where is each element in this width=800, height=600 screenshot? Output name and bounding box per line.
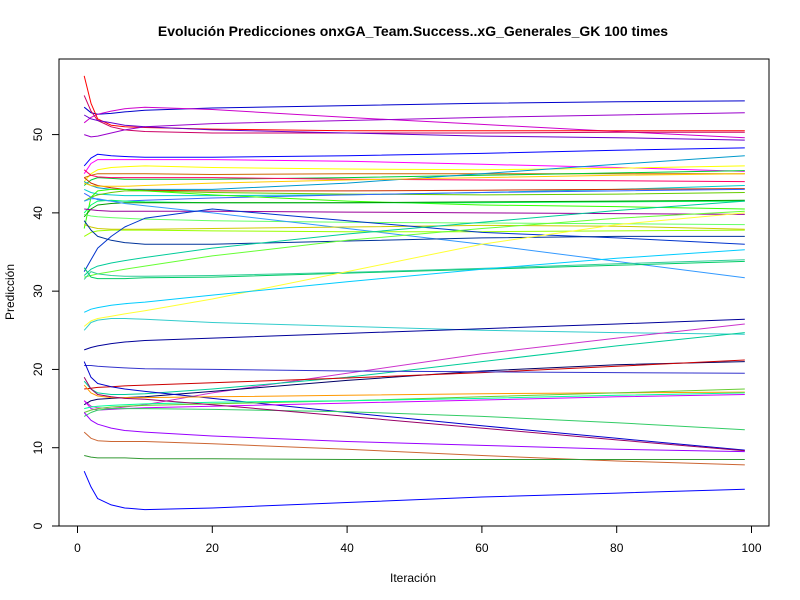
- x-tick-label: 100: [741, 541, 761, 555]
- series-line-46: [84, 392, 745, 410]
- series-line-34: [83, 249, 745, 313]
- y-tick-label: 20: [31, 362, 45, 376]
- series-line-23: [84, 213, 745, 226]
- series-line-37: [83, 323, 745, 410]
- series-line-36: [84, 318, 745, 351]
- series-line-44: [83, 384, 745, 399]
- x-tick-label: 0: [74, 541, 81, 555]
- series-line-12: [83, 169, 745, 183]
- series-line-25: [83, 229, 745, 237]
- y-tick-label: 0: [31, 522, 45, 529]
- x-tick-label: 20: [206, 541, 220, 555]
- y-tick-label: 40: [31, 206, 45, 220]
- series-line-9: [83, 165, 745, 182]
- series-line-39: [83, 361, 745, 406]
- series-line-20: [83, 199, 745, 214]
- y-axis: 0 10 20 30 40 50: [31, 128, 60, 529]
- chart-title: Evolución Predicciones onxGA_Team.Succes…: [158, 23, 668, 39]
- series-line-29: [83, 200, 745, 276]
- series-line-38: [83, 332, 745, 395]
- series-line-40: [84, 359, 745, 390]
- series-line-16: [83, 177, 745, 192]
- series-line-48: [83, 377, 745, 452]
- series-line-50: [83, 431, 745, 466]
- series-group: [83, 75, 745, 511]
- series-line-19: [83, 188, 745, 229]
- series-line-10: [84, 173, 745, 179]
- series-line-3: [83, 75, 745, 132]
- series-line-41: [84, 365, 745, 374]
- plot-frame: [58, 58, 770, 527]
- x-tick-label: 60: [475, 541, 489, 555]
- series-line-6: [83, 114, 745, 141]
- series-line-22: [84, 208, 745, 215]
- y-tick-label: 30: [31, 284, 45, 298]
- series-line-42: [83, 361, 745, 451]
- series-line-51: [84, 455, 745, 460]
- x-axis-label: Iteración: [390, 571, 436, 585]
- x-axis: 0 20 40 60 80 100: [74, 525, 762, 555]
- x-tick-label: 40: [340, 541, 354, 555]
- series-line-31: [83, 260, 745, 280]
- series-line-11: [83, 170, 745, 186]
- series-line-24: [84, 198, 745, 279]
- y-axis-label: Predicción: [3, 264, 17, 320]
- x-tick-label: 80: [610, 541, 624, 555]
- series-line-21: [83, 199, 745, 218]
- series-line-35: [83, 318, 745, 335]
- series-line-2: [83, 106, 745, 139]
- series-line-45: [84, 388, 745, 413]
- series-line-27: [83, 208, 745, 272]
- series-line-26: [84, 224, 745, 230]
- y-tick-label: 50: [31, 128, 45, 142]
- series-line-49: [83, 412, 745, 453]
- y-tick-label: 10: [31, 441, 45, 455]
- series-line-33: [83, 212, 745, 327]
- series-line-8: [83, 159, 745, 174]
- series-line-47: [83, 408, 745, 431]
- series-line-30: [84, 210, 745, 278]
- series-line-13: [83, 155, 745, 190]
- series-line-32: [83, 259, 745, 280]
- series-line-4: [83, 95, 745, 134]
- series-line-52: [83, 471, 745, 511]
- series-line-1: [83, 100, 745, 115]
- series-line-7: [83, 147, 745, 167]
- series-line-18: [84, 173, 745, 187]
